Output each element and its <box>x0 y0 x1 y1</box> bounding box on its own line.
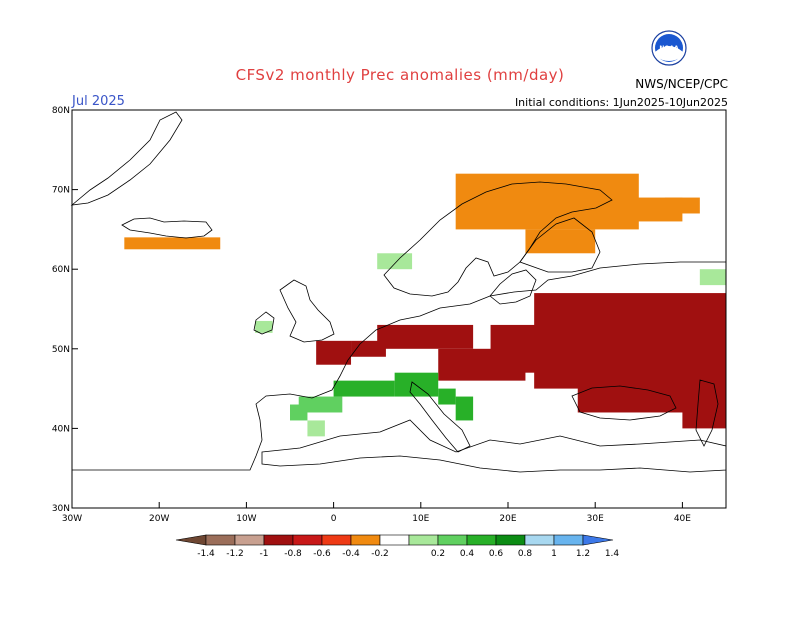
colorbar-label: 0.2 <box>431 549 445 559</box>
britain-coast <box>279 279 335 343</box>
anomaly-region <box>255 320 273 333</box>
colorbar-label: 1 <box>551 549 557 559</box>
colorbar-swatch <box>205 534 236 546</box>
forecast-month: Jul 2025 <box>72 94 125 109</box>
iceland-coast <box>121 217 213 239</box>
colorbar-swatch <box>553 534 584 546</box>
anomaly-region <box>290 396 343 421</box>
anomaly-cell <box>290 404 308 421</box>
colorbar-label: -0.2 <box>371 549 389 559</box>
colorbar-swatch <box>437 534 468 546</box>
colorbar-label: -0.4 <box>342 549 360 559</box>
anomaly-region <box>699 269 726 286</box>
anomaly-grid <box>124 173 726 437</box>
lon-tick-label: 20E <box>499 514 516 524</box>
lon-tick-label: 10W <box>236 514 256 524</box>
anomaly-cell <box>377 324 474 349</box>
colorbar-label: 0.4 <box>460 549 475 559</box>
colorbar-swatch <box>379 534 410 546</box>
colorbar-swatch <box>292 534 323 546</box>
colorbar-swatch <box>350 534 381 546</box>
noaa-logo-icon: NOAA <box>651 30 687 66</box>
lon-tick-label: 0 <box>331 514 337 524</box>
anomaly-cell <box>124 237 221 250</box>
anomaly-region <box>455 173 700 254</box>
map-frame <box>71 109 727 509</box>
lon-tick-label: 10E <box>412 514 429 524</box>
lat-tick-label: 60N <box>52 265 70 275</box>
lon-tick-label: 20W <box>149 514 169 524</box>
anomaly-cell <box>377 253 413 270</box>
anomaly-cell <box>664 197 700 214</box>
baltic-sea <box>489 269 537 305</box>
anomaly-region <box>307 420 325 437</box>
colorbar-high-arrow <box>582 534 614 546</box>
agency-label: NWS/NCEP/CPC <box>635 77 728 91</box>
anomaly-cell <box>307 420 325 437</box>
anomaly-cell <box>525 229 596 254</box>
lat-tick-label: 50N <box>52 345 70 355</box>
lon-tick-label: 30W <box>62 514 82 524</box>
colorbar-label: -1 <box>260 549 269 559</box>
anomaly-cell <box>455 396 474 421</box>
lat-tick-label: 70N <box>52 186 70 196</box>
colorbar-label: 1.2 <box>576 549 590 559</box>
colorbar-label: -0.6 <box>313 549 331 559</box>
colorbar-swatch <box>466 534 497 546</box>
anomaly-cell <box>394 372 439 397</box>
colorbar-swatch <box>321 534 352 546</box>
black-sea <box>571 385 677 421</box>
caspian-sea <box>695 379 719 447</box>
colorbar-label: 0.6 <box>489 549 504 559</box>
anomaly-cell <box>333 380 395 397</box>
anomaly-cell <box>255 320 273 333</box>
anomaly-cell <box>699 269 726 286</box>
mediterranean-sea <box>261 419 727 473</box>
colorbar-swatch <box>263 534 294 546</box>
anomaly-region <box>377 253 413 270</box>
colorbar-label: -0.8 <box>284 549 302 559</box>
ireland-coast <box>253 311 275 335</box>
colorbar-swatch <box>234 534 265 546</box>
colorbar-swatch <box>408 534 439 546</box>
svg-text:NOAA: NOAA <box>659 45 679 52</box>
anomaly-cell <box>316 340 352 365</box>
lat-tick-label: 80N <box>52 106 70 116</box>
lat-tick-label: 40N <box>52 424 70 434</box>
colorbar-label: -1.2 <box>226 549 244 559</box>
colorbar-label: 0.8 <box>518 549 533 559</box>
anomaly-region <box>333 372 474 421</box>
finland-coast <box>519 217 601 273</box>
italy-coast <box>409 381 471 453</box>
colorbar-label: -1.4 <box>197 549 215 559</box>
colorbar-low-arrow <box>175 534 207 546</box>
lon-tick-label: 40E <box>674 514 691 524</box>
anomaly-cell <box>438 388 456 405</box>
anomaly-region <box>316 293 726 429</box>
colorbar-swatch <box>524 534 555 546</box>
lon-tick-label: 30E <box>587 514 604 524</box>
colorbar-legend: -1.4 -1.2 -1 -0.8 -0.6 -0.4 -0.2 0.2 0.4 0.6 0.8 1 1… <box>175 534 620 559</box>
greenland-coast <box>70 111 183 206</box>
anomaly-cell <box>298 396 343 413</box>
anomaly-region <box>124 237 221 250</box>
europe-mainland-coast <box>71 261 727 509</box>
initial-conditions: Initial conditions: 1Jun2025-10Jun2025 <box>514 96 728 109</box>
chart-title: CFSv2 monthly Prec anomalies (mm/day) <box>235 66 565 84</box>
colorbar-label: 1.4 <box>605 549 620 559</box>
anomaly-cell <box>682 348 726 429</box>
colorbar-swatch <box>495 534 526 546</box>
coastlines <box>70 111 727 509</box>
lat-tick-label: 30N <box>52 504 70 514</box>
scandinavia-coast <box>383 181 613 297</box>
anomaly-cell <box>455 173 639 230</box>
anomaly-cell <box>438 348 526 381</box>
